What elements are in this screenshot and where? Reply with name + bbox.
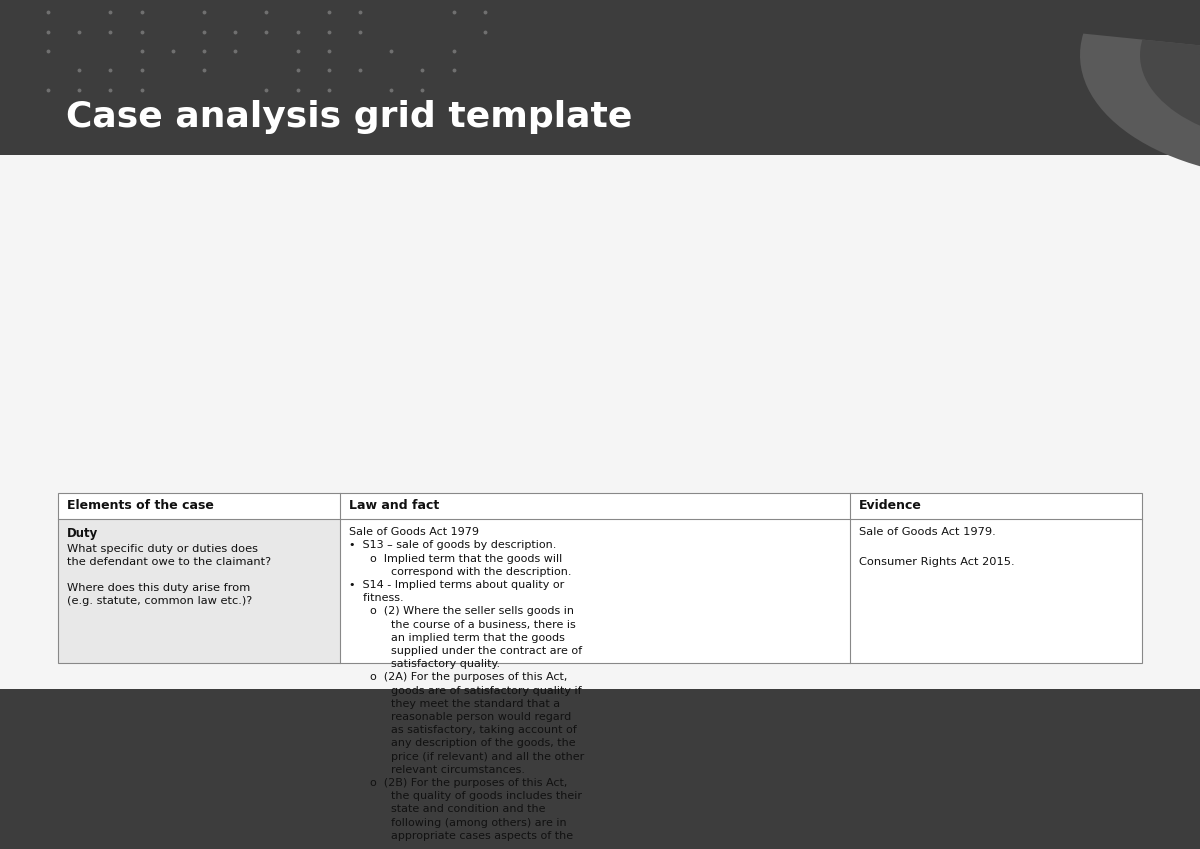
Text: Law and fact: Law and fact bbox=[349, 499, 439, 512]
Text: Duty: Duty bbox=[67, 527, 98, 540]
Text: Sale of Goods Act 1979.

Consumer Rights Act 2015.: Sale of Goods Act 1979. Consumer Rights … bbox=[859, 527, 1015, 566]
FancyBboxPatch shape bbox=[340, 519, 1142, 663]
Text: Evidence: Evidence bbox=[859, 499, 922, 512]
FancyBboxPatch shape bbox=[58, 519, 340, 663]
Text: Elements of the case: Elements of the case bbox=[67, 499, 214, 512]
FancyBboxPatch shape bbox=[0, 0, 1200, 148]
Wedge shape bbox=[1080, 34, 1200, 179]
FancyBboxPatch shape bbox=[0, 155, 1200, 689]
FancyBboxPatch shape bbox=[58, 492, 1142, 519]
Text: Case analysis grid template: Case analysis grid template bbox=[66, 100, 632, 134]
Bar bbox=[58, 492, 1142, 663]
Wedge shape bbox=[1140, 40, 1200, 144]
Text: Sale of Goods Act 1979
•  S13 – sale of goods by description.
      o  Implied t: Sale of Goods Act 1979 • S13 – sale of g… bbox=[349, 527, 584, 841]
Text: What specific duty or duties does
the defendant owe to the claimant?

Where does: What specific duty or duties does the de… bbox=[67, 543, 271, 606]
